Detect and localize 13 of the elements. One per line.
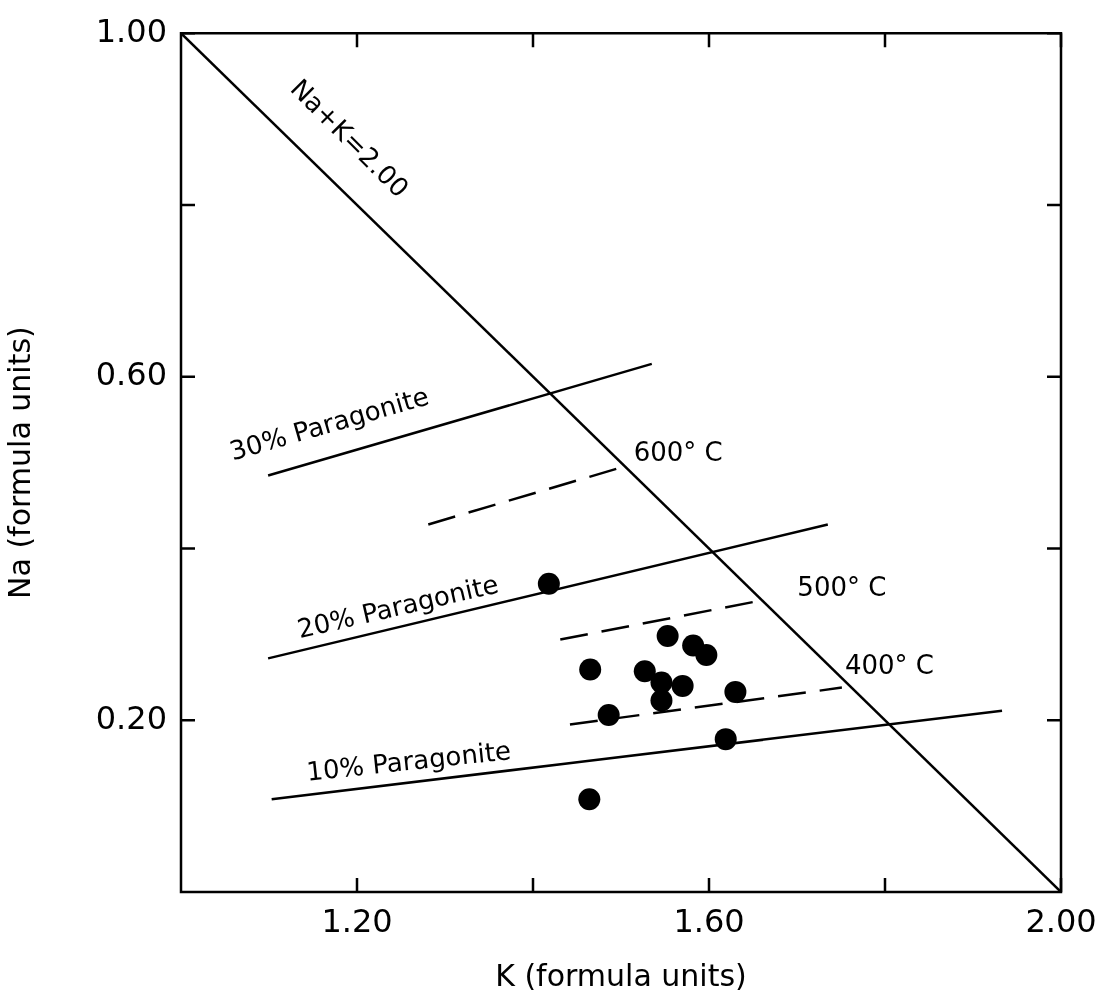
x-axis-title: K (formula units): [495, 957, 747, 993]
annotation: 600° C: [633, 436, 723, 467]
annotation: 500° C: [797, 571, 887, 602]
y-tick-label: 1.00: [95, 11, 167, 50]
x-tick-label: 1.60: [673, 901, 745, 940]
x-tick-label: 2.00: [1025, 901, 1097, 940]
y-tick-label: 0.20: [95, 698, 167, 737]
x-tick-label: 1.20: [321, 901, 393, 940]
annotation: 20% Paragonite: [294, 568, 502, 645]
y-tick-label: 0.60: [95, 355, 167, 394]
y-axis-title: Na (formula units): [1, 326, 37, 599]
annotation: 10% Paragonite: [304, 735, 513, 787]
annotation: 400° C: [844, 649, 934, 680]
